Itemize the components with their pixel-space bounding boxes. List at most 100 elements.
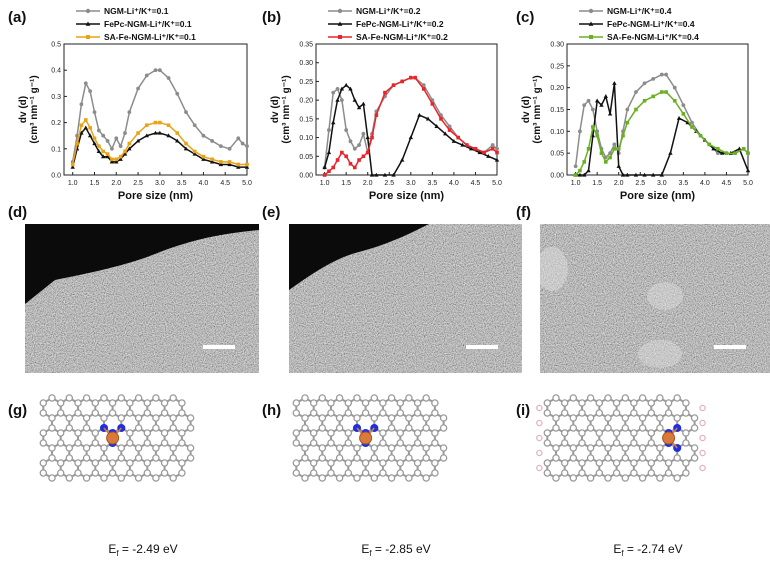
- carbon-atom: [292, 409, 301, 417]
- carbon-atom: [422, 444, 430, 452]
- carbon-atom: [387, 444, 396, 452]
- energy-value: = -2.85 eV: [372, 542, 431, 556]
- micrograph-image: [540, 224, 770, 373]
- data-point: [443, 131, 448, 136]
- carbon-atom: [552, 444, 560, 452]
- carbon-atom: [370, 474, 379, 482]
- carbon-atom: [108, 459, 117, 467]
- hydrogen-atom: [699, 434, 706, 442]
- data-point: [219, 160, 223, 164]
- carbon-atom: [621, 454, 630, 462]
- carbon-atom: [379, 439, 387, 447]
- data-point: [616, 147, 621, 151]
- data-point: [421, 87, 426, 91]
- data-point: [101, 149, 106, 154]
- data-point: [192, 151, 197, 156]
- carbon-atom: [160, 459, 169, 467]
- data-point: [590, 107, 595, 112]
- carbon-atom: [405, 474, 413, 482]
- data-point: [664, 72, 669, 77]
- formation-energy-label: Ef = -2.74 eV: [613, 542, 682, 558]
- panel-label: (c): [516, 9, 534, 26]
- energy-subscript: f: [621, 549, 624, 558]
- data-point: [672, 85, 677, 90]
- carbon-atom: [656, 414, 664, 422]
- data-point: [439, 117, 443, 121]
- carbon-atom: [578, 429, 586, 437]
- data-point: [83, 118, 88, 122]
- carbon-atom: [117, 394, 126, 402]
- iron-atom: [106, 431, 120, 445]
- carbon-atom: [178, 409, 186, 417]
- hydrogen-atom: [699, 404, 706, 412]
- data-point: [352, 165, 357, 170]
- data-point: [175, 138, 180, 143]
- carbon-atom: [543, 399, 552, 407]
- data-point: [218, 144, 223, 149]
- data-point: [681, 103, 686, 108]
- x-tick-label: 3.5: [427, 180, 437, 187]
- carbon-atom: [630, 429, 638, 437]
- carbon-atom: [396, 439, 405, 447]
- carbon-atom: [335, 474, 344, 482]
- carbon-atom: [595, 439, 604, 447]
- carbon-atom: [682, 459, 690, 467]
- carbon-atom: [48, 444, 56, 452]
- carbon-atom: [335, 454, 344, 462]
- energy-symbol: E: [108, 542, 116, 556]
- data-point: [676, 115, 682, 120]
- hydrogen-atom: [536, 419, 543, 427]
- x-tick-label: 1.0: [68, 180, 78, 187]
- data-point: [240, 141, 245, 146]
- legend-label: FePc-NGM-Li⁺/K⁺=0.4: [607, 19, 695, 29]
- data-point: [409, 75, 413, 80]
- energy-value: = -2.74 eV: [624, 542, 683, 556]
- carbon-atom: [543, 439, 552, 447]
- data-point: [335, 158, 340, 162]
- x-tick-label: 5.0: [492, 180, 502, 187]
- carbon-atom: [552, 414, 560, 422]
- carbon-atom: [100, 414, 108, 422]
- series-line: [71, 126, 247, 168]
- carbon-atom: [647, 429, 656, 437]
- carbon-atom: [413, 399, 422, 407]
- series-line: [323, 76, 498, 168]
- y-tick-label: 0.30: [550, 42, 564, 49]
- series-2: FePc-NGM-Li⁺/K⁺=0.1: [70, 19, 250, 169]
- data-point: [175, 91, 180, 96]
- data-point: [599, 151, 604, 155]
- data-point: [625, 172, 630, 177]
- legend-label: NGM-Li⁺/K⁺=0.1: [104, 6, 169, 16]
- carbon-atom: [612, 409, 621, 417]
- carbon-atom: [178, 439, 186, 447]
- carbon-atom: [143, 469, 152, 477]
- data-point: [236, 162, 241, 167]
- carbon-atom: [152, 444, 160, 452]
- carbon-atom: [56, 439, 65, 447]
- x-axis-label: Pore size (nm): [369, 190, 445, 202]
- carbon-atom: [560, 429, 569, 437]
- carbon-atom: [431, 399, 439, 407]
- data-point: [339, 98, 344, 103]
- data-point: [612, 142, 617, 147]
- series-2: FePc-NGM-Li⁺/K⁺=0.2: [322, 19, 500, 177]
- carbon-atom: [560, 439, 569, 447]
- carbon-atom: [82, 454, 91, 462]
- carbon-atom: [327, 459, 335, 467]
- carbon-atom: [370, 394, 379, 402]
- carbon-atom: [387, 394, 396, 402]
- carbon-atom: [309, 399, 318, 407]
- carbon-atom: [65, 454, 74, 462]
- data-point: [79, 130, 84, 135]
- carbon-atom: [74, 439, 82, 447]
- series-3: SA-Fe-NGM-Li⁺/K⁺=0.1: [70, 32, 249, 167]
- data-point: [690, 120, 694, 125]
- data-point: [136, 86, 140, 91]
- x-tick-label: 1.5: [592, 180, 602, 187]
- atoms: [39, 394, 195, 482]
- carbon-atom: [638, 454, 647, 462]
- carbon-atom: [431, 459, 439, 467]
- carbon-atom: [178, 459, 186, 467]
- data-point: [105, 139, 110, 143]
